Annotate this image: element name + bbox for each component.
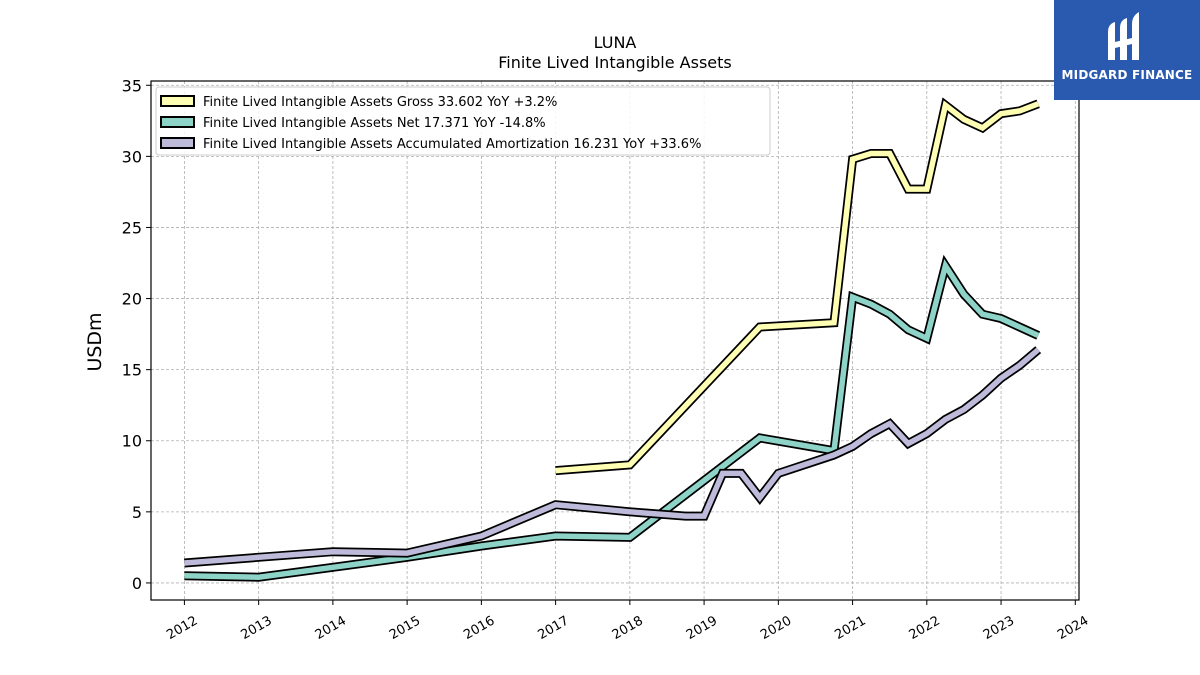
series-line-outline (184, 254, 1041, 582)
series-line-outline (555, 97, 1040, 476)
series-line-2 (184, 254, 1041, 582)
brand-name: MIDGARD FINANCE (1061, 68, 1193, 82)
x-axis: 2012 2013 2014 2015 2016 2017 2018 2019 2020 2021… (164, 600, 1091, 643)
x-tick-label: 2014 (313, 613, 349, 643)
y-tick-label: 0 (132, 574, 142, 593)
series-line-1 (555, 97, 1040, 476)
x-tick-label: 2013 (238, 613, 274, 643)
grid-lines (151, 81, 1079, 600)
series-line-3 (184, 346, 1042, 568)
legend-swatch (160, 137, 195, 149)
x-tick-label: 2019 (684, 613, 720, 643)
midgard-logo-icon (1108, 12, 1139, 60)
chart-title: LUNA (594, 33, 637, 52)
x-tick-label: 2021 (832, 613, 868, 643)
legend-item: Finite Lived Intangible Assets Gross 33.… (160, 95, 557, 110)
x-tick-label: 2017 (535, 613, 571, 643)
legend: Finite Lived Intangible Assets Gross 33.… (155, 86, 771, 156)
y-tick-label: 30 (122, 147, 142, 166)
y-axis-label: USDm (84, 312, 106, 371)
series-line-outline (184, 346, 1042, 568)
series-layer (184, 97, 1042, 582)
x-tick-label: 2016 (461, 613, 497, 643)
x-tick-label: 2024 (1055, 613, 1091, 643)
legend-swatch (160, 116, 195, 128)
x-tick-label: 2020 (758, 613, 794, 643)
x-tick-label: 2018 (610, 613, 646, 643)
legend-item: Finite Lived Intangible Assets Accumulat… (160, 137, 701, 152)
legend-label: Finite Lived Intangible Assets Accumulat… (203, 137, 701, 152)
x-tick-label: 2015 (387, 613, 423, 643)
legend-box (155, 86, 771, 156)
x-tick-label: 2022 (907, 613, 943, 643)
series-line-fill (184, 347, 1040, 566)
brand-logo: MIDGARD FINANCE (1054, 0, 1200, 100)
y-tick-label: 15 (122, 361, 142, 380)
y-tick-label: 20 (122, 290, 142, 309)
y-tick-label: 25 (122, 218, 142, 237)
x-tick-label: 2012 (164, 613, 200, 643)
x-tick-label: 2023 (981, 613, 1017, 643)
plot-frame (150, 80, 1080, 601)
legend-item: Finite Lived Intangible Assets Net 17.37… (160, 116, 546, 131)
y-tick-label: 5 (132, 503, 142, 522)
y-axis: 0 5 10 15 20 25 30 35 (122, 76, 151, 593)
y-tick-label: 10 (122, 432, 142, 451)
series-line-fill (184, 259, 1040, 580)
legend-label: Finite Lived Intangible Assets Net 17.37… (203, 116, 546, 131)
y-tick-label: 35 (122, 76, 142, 95)
legend-swatch (160, 95, 195, 107)
chart-subtitle: Finite Lived Intangible Assets (498, 53, 731, 72)
series-line-fill (555, 100, 1040, 474)
legend-label: Finite Lived Intangible Assets Gross 33.… (203, 95, 557, 110)
